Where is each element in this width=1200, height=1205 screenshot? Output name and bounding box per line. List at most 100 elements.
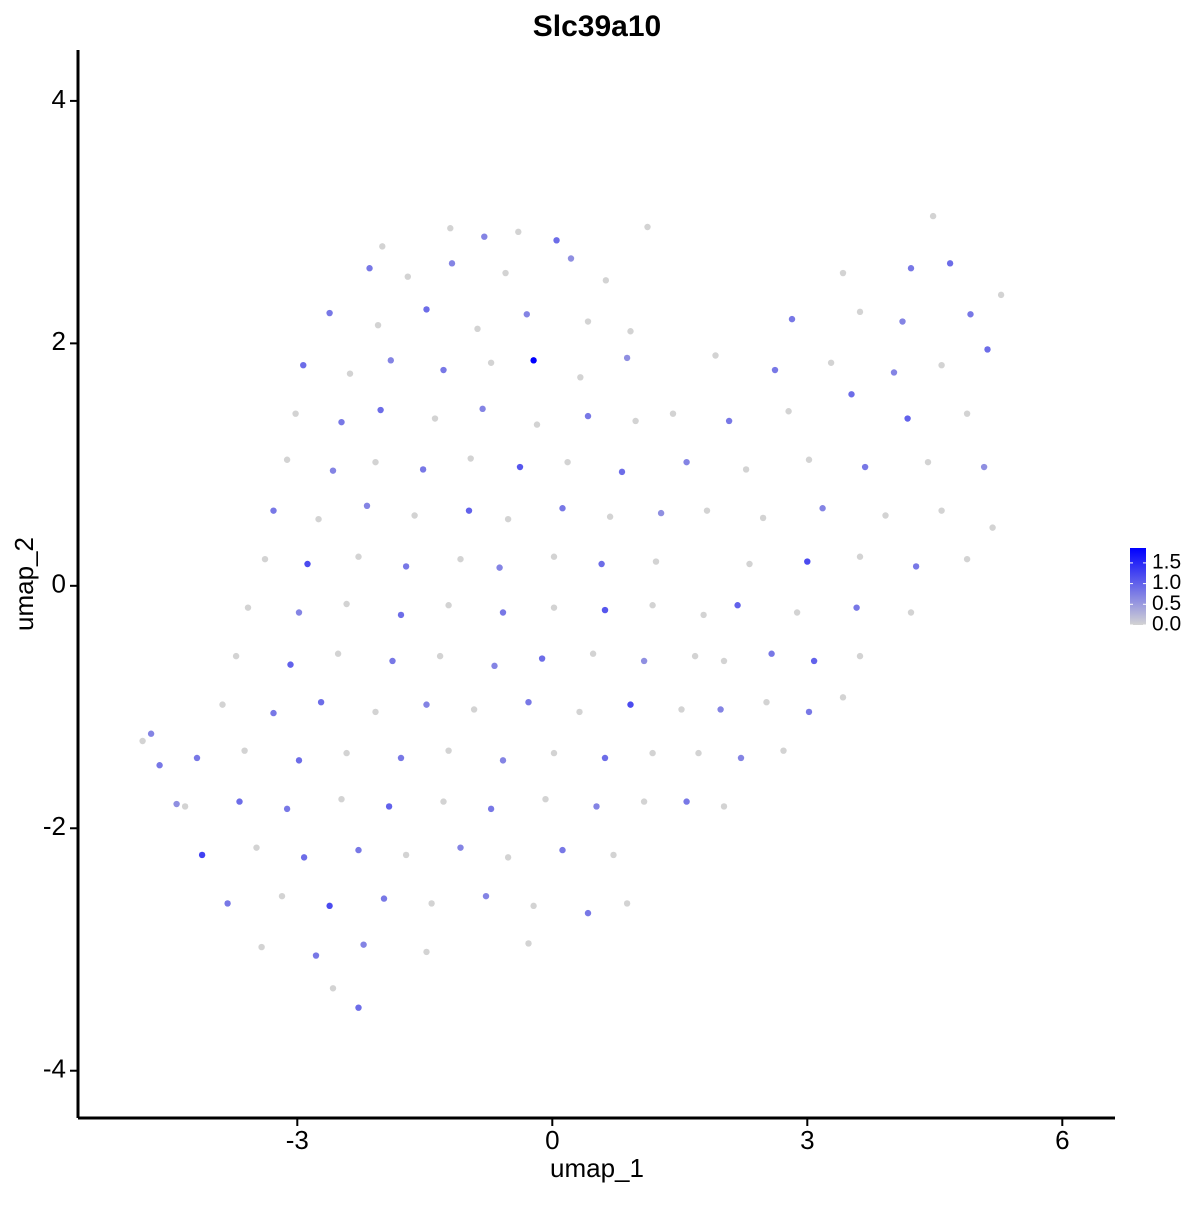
cell-point — [946, 260, 954, 267]
cell-point — [804, 558, 811, 565]
cell-point — [839, 694, 847, 701]
cell-point — [907, 609, 915, 616]
cell-point — [379, 243, 386, 250]
cell-point — [173, 800, 180, 808]
cell-point — [423, 948, 430, 956]
cell-point — [181, 803, 189, 810]
cell-point — [198, 851, 206, 859]
cell-point — [295, 609, 303, 616]
cell-point — [481, 233, 488, 240]
cell-point — [372, 708, 379, 716]
cell-point — [241, 747, 248, 754]
cell-point — [525, 698, 532, 706]
cell-point — [253, 844, 260, 851]
cell-point — [283, 456, 291, 463]
cell-point — [652, 558, 660, 565]
cell-point — [317, 698, 325, 706]
cell-point — [584, 318, 592, 325]
cell-point — [542, 795, 549, 803]
y-tick-label: 4 — [52, 84, 66, 114]
cell-point — [377, 406, 384, 414]
cell-point — [853, 604, 860, 611]
cell-point — [487, 805, 495, 813]
cell-point — [474, 325, 481, 333]
cell-point — [397, 754, 405, 762]
cell-point — [618, 468, 626, 476]
cell-point — [746, 560, 753, 568]
cell-point — [343, 600, 350, 608]
cell-point — [436, 652, 444, 660]
cell-point — [300, 854, 308, 861]
y-tick-label: 2 — [52, 326, 66, 356]
cell-point — [504, 515, 512, 523]
cell-point — [366, 265, 373, 272]
cell-point — [491, 662, 498, 670]
cell-point — [700, 611, 707, 619]
cell-point — [219, 701, 226, 708]
cell-point — [899, 318, 906, 325]
cell-point — [440, 366, 447, 374]
cell-point — [559, 846, 566, 854]
cell-point — [287, 661, 294, 668]
cell-point — [839, 269, 847, 277]
cell-point — [907, 265, 915, 272]
cell-point — [147, 730, 155, 737]
cell-point — [610, 851, 617, 859]
x-tick-label: 3 — [800, 1125, 814, 1155]
cell-point — [632, 417, 639, 425]
cell-point — [502, 269, 509, 277]
cell-point — [691, 652, 699, 660]
cell-point — [810, 657, 818, 665]
colorbar-tick-label: 1.5 — [1152, 550, 1181, 573]
cell-point — [232, 652, 240, 660]
cell-point — [553, 237, 560, 244]
cell-point — [139, 737, 146, 745]
cell-point — [640, 657, 648, 665]
cell-point — [550, 604, 558, 611]
cell-point — [496, 564, 503, 571]
cell-point — [924, 458, 932, 466]
cell-point — [261, 555, 269, 563]
x-axis-label: umap_1 — [550, 1153, 644, 1183]
cell-point — [457, 844, 464, 851]
cell-point — [627, 328, 634, 335]
cell-point — [984, 346, 991, 353]
cell-point — [292, 410, 299, 417]
cell-point — [516, 463, 524, 471]
cell-point — [649, 602, 656, 609]
cell-point — [780, 747, 787, 754]
cell-point — [360, 941, 367, 948]
cell-point — [725, 417, 733, 425]
cell-point — [904, 415, 911, 422]
cell-point — [525, 940, 532, 947]
cell-point — [742, 466, 750, 473]
cell-point — [771, 366, 779, 374]
cell-point — [734, 602, 741, 609]
cell-point — [559, 505, 566, 512]
cell-point — [589, 650, 597, 657]
cell-point — [423, 701, 430, 708]
cell-point — [657, 509, 665, 517]
cell-point — [606, 513, 614, 520]
cell-point — [278, 892, 286, 900]
cell-point — [669, 410, 677, 417]
cell-point — [819, 505, 826, 512]
cell-point — [315, 515, 322, 523]
cell-point — [389, 657, 396, 665]
cell-point — [304, 560, 311, 568]
cell-point — [584, 909, 592, 917]
colorbar — [1130, 548, 1146, 625]
cell-point — [423, 306, 430, 313]
cell-point — [224, 900, 231, 907]
cell-point — [338, 418, 345, 426]
cell-point — [326, 309, 333, 317]
cell-point — [523, 311, 530, 318]
cell-point — [283, 805, 291, 813]
cell-point — [338, 795, 345, 803]
cell-point — [385, 803, 393, 810]
cell-point — [326, 902, 333, 910]
cell-point — [270, 709, 277, 717]
cell-point — [329, 467, 337, 474]
cell-point — [270, 507, 277, 514]
cell-point — [372, 458, 379, 466]
